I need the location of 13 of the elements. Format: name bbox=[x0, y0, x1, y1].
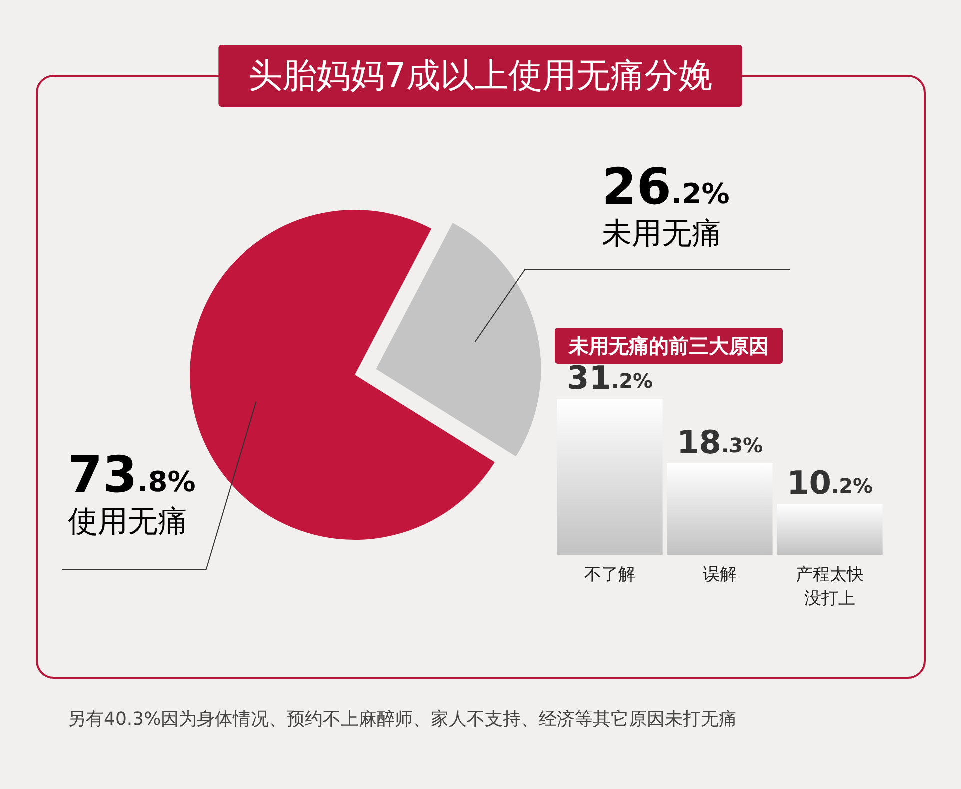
chart-title: 未用无痛的前三大原因 bbox=[568, 334, 769, 358]
data-label: 18.3% bbox=[676, 424, 764, 462]
data-label: 26.2% bbox=[602, 158, 730, 216]
slice-label: 使用无痛 bbox=[68, 504, 188, 540]
slice-label: 未用无痛 bbox=[602, 216, 722, 252]
chart-title: 头胎妈妈7成以上使用无痛分娩 bbox=[248, 56, 712, 96]
data-label: 73.8% bbox=[68, 446, 196, 504]
x-tick-label: 误解 bbox=[703, 565, 737, 585]
data-label: 31.2% bbox=[566, 359, 654, 397]
text: 另有40.3%因为身体情况、预约不上麻醉师、家人不支持、经济等其它原因未打无痛 bbox=[68, 708, 738, 732]
x-tick-label: 不了解 bbox=[584, 565, 636, 585]
x-tick-label: 产程太快没打上 bbox=[796, 565, 864, 609]
data-label: 10.2% bbox=[786, 464, 874, 502]
